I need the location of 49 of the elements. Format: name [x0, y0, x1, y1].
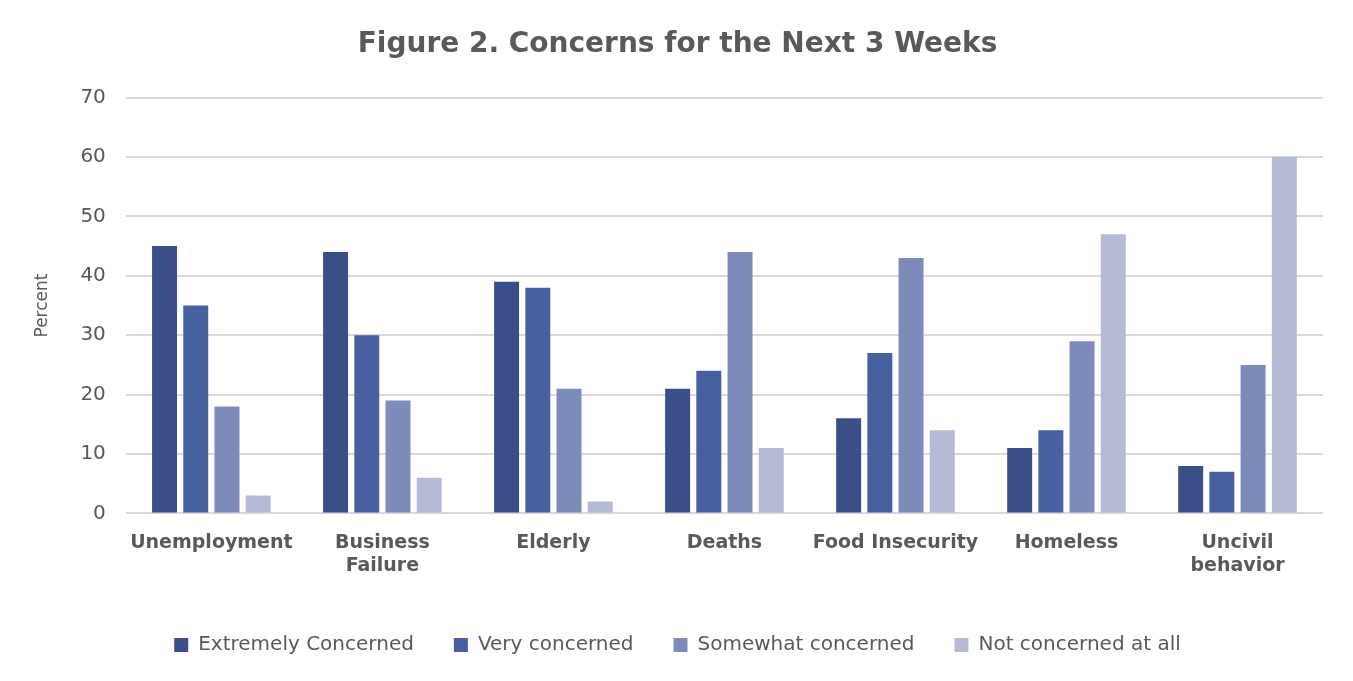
bar — [867, 353, 893, 513]
y-tick-label: 20 — [80, 380, 106, 405]
bar — [665, 388, 691, 513]
y-tick-label: 60 — [80, 143, 106, 168]
bar — [323, 252, 349, 513]
x-tick-label: Food Insecurity — [812, 529, 979, 552]
bar — [696, 370, 722, 513]
bar — [898, 257, 924, 513]
y-tick-label: 30 — [80, 321, 106, 346]
legend-label: Not concerned at all — [978, 631, 1181, 656]
bar — [1007, 448, 1033, 513]
bar — [1209, 471, 1235, 513]
bar — [1178, 465, 1204, 513]
bar — [494, 281, 520, 513]
legend-label: Somewhat concerned — [697, 631, 915, 656]
bar — [727, 252, 753, 513]
bar — [1038, 430, 1064, 513]
bar — [152, 246, 178, 513]
x-tick-label: Business Failure — [334, 529, 430, 575]
bar — [556, 388, 582, 513]
bar — [354, 335, 380, 513]
bar — [1069, 341, 1095, 513]
bar — [214, 406, 240, 513]
bar — [183, 305, 209, 513]
y-tick-label: 50 — [80, 202, 106, 227]
bar — [385, 400, 411, 513]
x-tick-label: Homeless — [1014, 529, 1119, 552]
bar — [929, 430, 955, 513]
y-tick-label: 70 — [80, 83, 106, 108]
legend-label: Very concerned — [477, 631, 634, 656]
bar — [245, 495, 271, 513]
x-tick-label: Uncivil behavior — [1190, 529, 1286, 575]
x-tick-label: Elderly — [516, 529, 592, 552]
bar — [1271, 157, 1297, 513]
bar — [1100, 234, 1126, 513]
bar — [1240, 364, 1266, 513]
bar — [836, 418, 862, 513]
y-axis-title: Percent — [30, 273, 51, 338]
legend-label: Extremely Concerned — [198, 631, 414, 656]
bar — [525, 287, 551, 513]
bar — [587, 501, 613, 513]
x-tick-label: Deaths — [686, 529, 763, 552]
bar — [758, 448, 784, 513]
chart-title: Figure 2. Concerns for the Next 3 Weeks — [357, 26, 998, 60]
y-tick-label: 0 — [93, 499, 106, 524]
x-tick-label: Unemployment — [130, 529, 293, 552]
y-tick-label: 10 — [80, 440, 106, 465]
y-tick-label: 40 — [80, 262, 106, 286]
bar — [416, 477, 442, 513]
